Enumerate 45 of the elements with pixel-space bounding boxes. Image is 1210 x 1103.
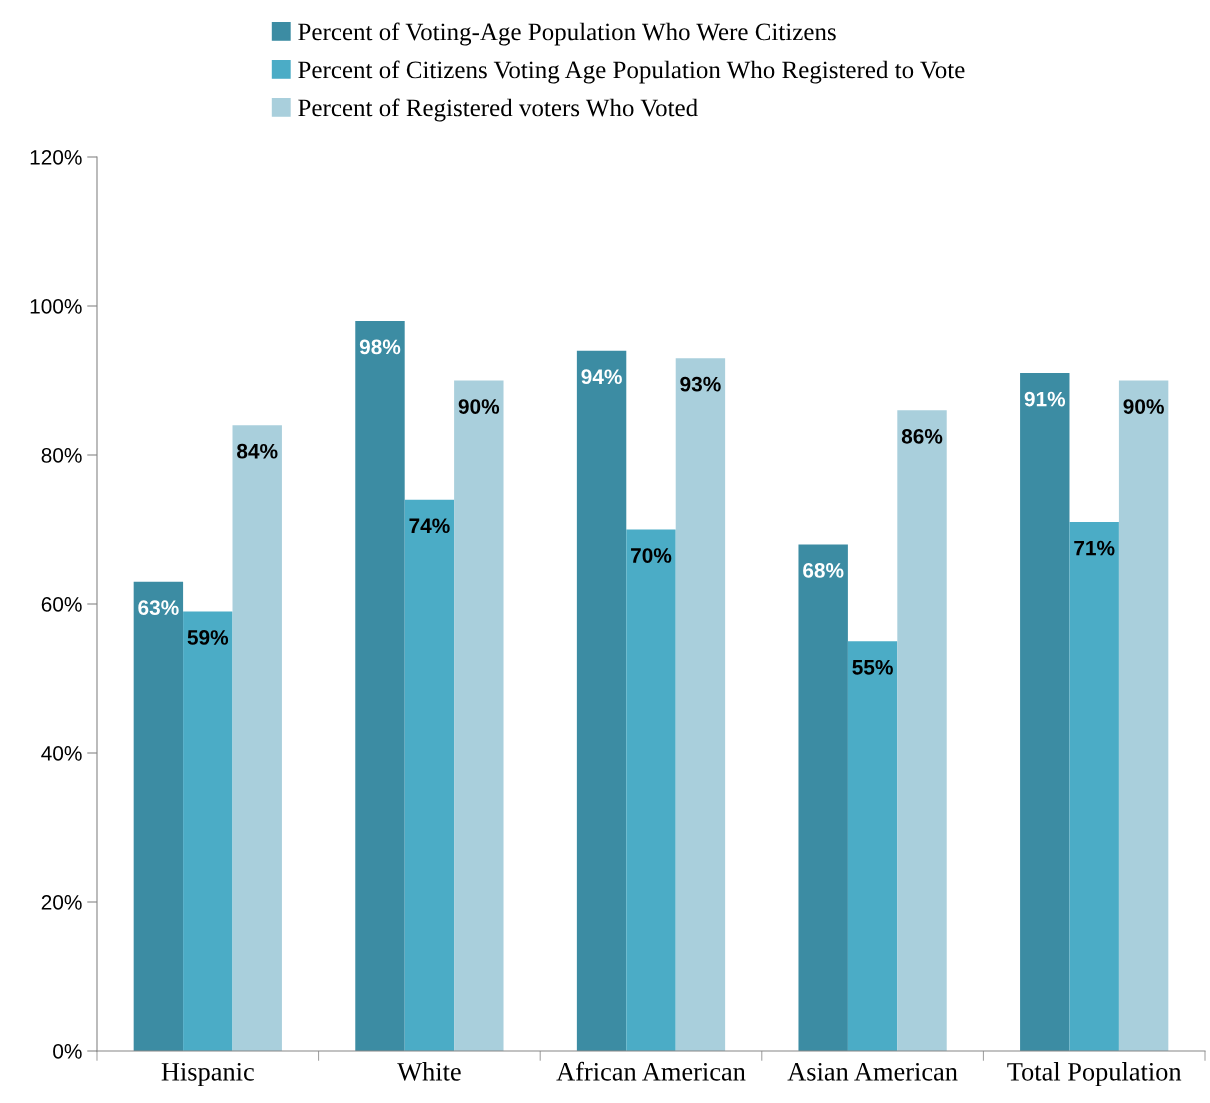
bar (847, 641, 898, 1051)
data-label: 86% (901, 428, 943, 444)
legend-label: Percent of Registered voters Who Voted (298, 98, 698, 122)
data-label: 68% (803, 563, 844, 578)
bar (576, 350, 627, 1051)
data-label: 63% (138, 600, 179, 616)
bar (675, 358, 726, 1051)
data-label: 90% (458, 399, 500, 414)
data-label: 70% (631, 548, 672, 563)
bar (798, 544, 848, 1051)
data-label: 84% (237, 443, 278, 459)
data-label: 55% (852, 659, 893, 675)
data-label: 71% (1074, 540, 1115, 556)
bar (133, 581, 184, 1051)
y-tick-label: 100% (30, 299, 82, 314)
y-tick-label: 40% (41, 746, 82, 761)
x-tick-label: Asian American (787, 1062, 958, 1081)
y-tick-label: 60% (41, 597, 82, 612)
bar (404, 499, 455, 1051)
bar (183, 611, 233, 1051)
bar (355, 320, 405, 1051)
data-label: 59% (187, 630, 229, 645)
bar (232, 425, 282, 1051)
x-tick-label: Total Population (1007, 1062, 1182, 1087)
y-tick-label: 20% (41, 895, 82, 910)
y-tick-label: 80% (41, 448, 82, 463)
x-tick-label: African American (556, 1061, 746, 1081)
x-tick-label: Hispanic (161, 1062, 254, 1087)
data-label: 91% (1024, 391, 1066, 407)
data-label: 93% (680, 376, 721, 392)
x-tick-label: White (397, 1062, 461, 1081)
bar (454, 380, 504, 1051)
bar (1118, 380, 1169, 1051)
bar (1069, 522, 1119, 1051)
y-tick-label: 0% (53, 1044, 82, 1059)
y-tick-label: 120% (30, 150, 82, 165)
legend-label: Percent of Voting-Age Population Who Were Citizens (298, 22, 836, 46)
legend-label: Percent of Citizens Voting Age Population Who Registered to Vote (298, 60, 965, 84)
bar (626, 529, 676, 1051)
data-label: 94% (581, 369, 622, 385)
bar (1020, 373, 1070, 1051)
data-label: 74% (409, 518, 450, 534)
data-label: 90% (1123, 399, 1164, 414)
bar (897, 410, 947, 1051)
data-label: 98% (359, 339, 401, 355)
